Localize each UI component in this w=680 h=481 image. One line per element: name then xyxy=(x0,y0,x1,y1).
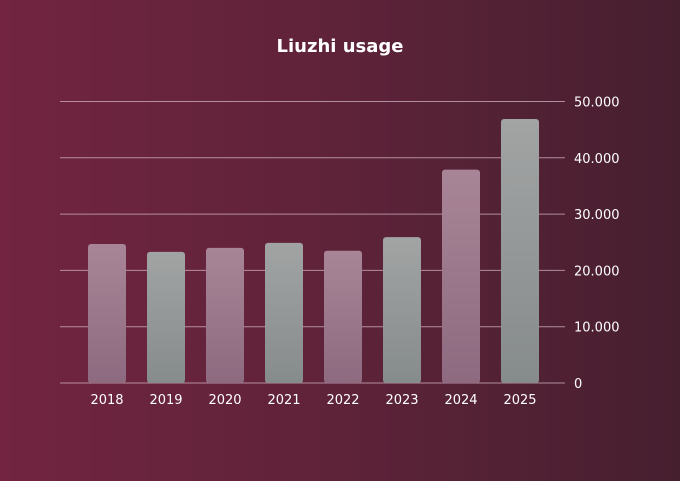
x-tick-label: 2018 xyxy=(90,393,123,408)
bar-2024 xyxy=(442,169,480,383)
x-tick-label: 2023 xyxy=(385,393,418,408)
x-tick-label: 2025 xyxy=(503,393,536,408)
x-tick-label: 2024 xyxy=(444,393,477,408)
bar-2021 xyxy=(265,242,303,383)
bar-2019 xyxy=(147,251,185,383)
x-tick-label: 2021 xyxy=(267,393,300,408)
x-tick-label: 2019 xyxy=(149,393,182,408)
y-tick-label: 0 xyxy=(574,377,582,392)
y-tick-label: 50.000 xyxy=(574,96,620,111)
bar-2020 xyxy=(206,247,244,383)
y-tick-label: 40.000 xyxy=(574,152,620,167)
y-tick-label: 10.000 xyxy=(574,321,620,336)
y-tick-label: 20.000 xyxy=(574,264,620,279)
x-tick-label: 2022 xyxy=(326,393,359,408)
bar-2025 xyxy=(501,118,539,383)
x-tick-label: 2020 xyxy=(208,393,241,408)
chart-title: Liuzhi usage xyxy=(276,36,404,57)
y-tick-label: 30.000 xyxy=(574,208,620,223)
bar-2022 xyxy=(324,250,362,383)
bar-2018 xyxy=(88,243,126,383)
bar-2023 xyxy=(383,237,421,383)
